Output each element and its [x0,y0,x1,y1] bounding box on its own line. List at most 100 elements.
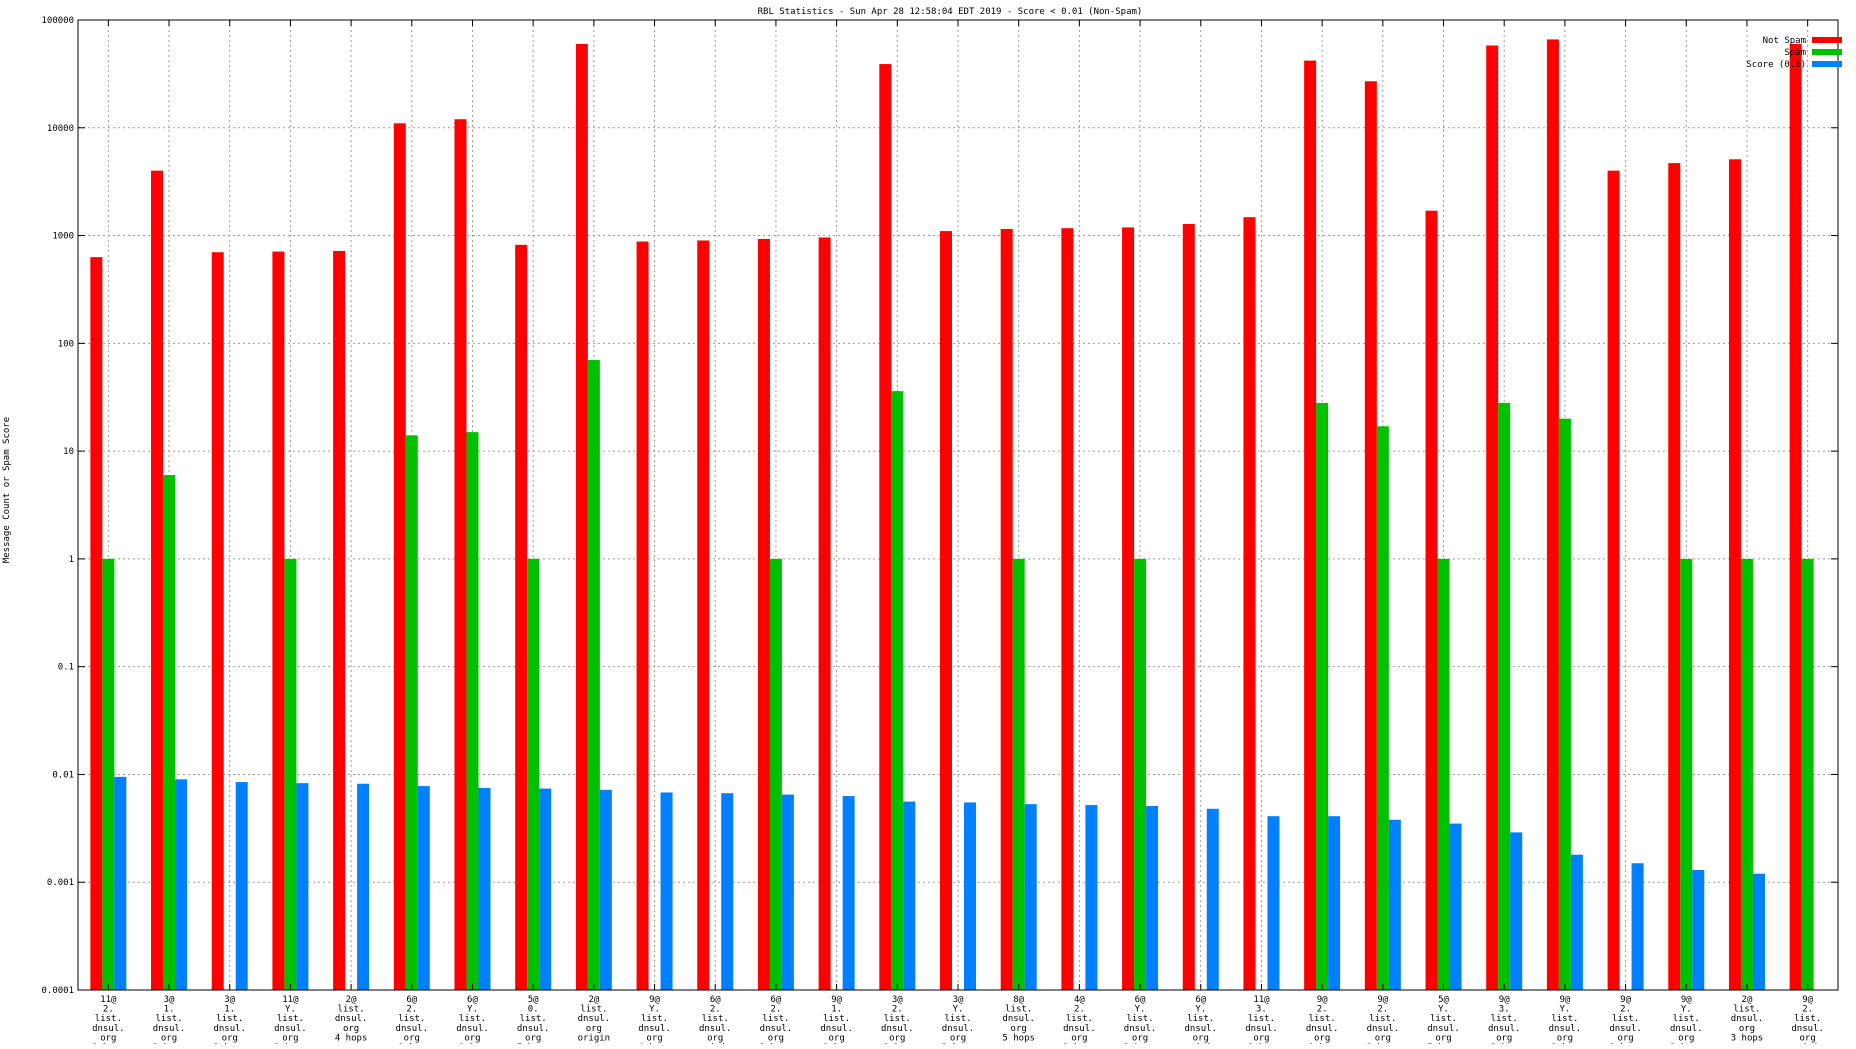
x-tick-label-line: dnsul. [335,1014,368,1024]
bar-score-0-1 [1692,869,1705,990]
bar-spam [405,435,418,990]
x-tick-label-line: 3@ [892,995,903,1005]
x-tick-label-line: list. [95,1014,122,1024]
x-tick-label: 8@ list. dnsul. org 5 hops [1002,995,1035,1043]
bar-score-0-1 [1631,863,1644,990]
plot-frame [77,19,1839,991]
bar-spam [1012,558,1025,990]
x-tick-label-line: org [1071,1033,1087,1043]
x-tick-label-line: 6@ [710,995,721,1005]
legend-swatch [1812,61,1842,67]
y-tick-label: 100 [58,339,74,349]
y-tick-label: 1 [69,555,74,565]
bar-not-spam [1061,228,1074,990]
x-tick-label-line: 1. [164,1005,175,1015]
x-tick-label-line: dnsul. [456,1024,489,1034]
x-tick-label-line: 3@ [224,995,235,1005]
x-tick-label-line: org [586,1024,602,1034]
x-tick-label-line: org [950,1033,966,1043]
x-tick-label-line: 9@ [1377,995,1388,1005]
bar-not-spam [1668,163,1681,990]
x-tick-label-line: org [464,1033,480,1043]
bar-score-0-1 [599,789,612,990]
bar-not-spam [1425,210,1438,991]
x-tick-label-line: dnsul. [881,1024,914,1034]
x-tick-label-line: org [1617,1033,1633,1043]
x-tick-label-line: dnsul. [1367,1024,1400,1034]
x-tick-label-line: org [1375,1033,1391,1043]
x-tick-label: 2@ list. dnsul. org 4 hops [335,995,368,1043]
x-tick-label-line: dnsul. [517,1024,550,1034]
x-tick-label-line: 2. [1074,1005,1085,1015]
x-tick-label-line: org [222,1033,238,1043]
bar-score-0-1 [478,787,491,990]
x-tick-label-line: dnsul. [699,1024,732,1034]
x-tick-label: 2@ list. dnsul. org origin [578,995,611,1043]
x-tick-label-line: dnsul. [1488,1024,1521,1034]
bar-score-0-1 [1752,873,1765,990]
chart-title: RBL Statistics - Sun Apr 28 12:58:04 EDT… [758,7,1143,17]
legend-swatch [1812,49,1842,55]
x-tick-label-line: 9@ [1620,995,1631,1005]
x-tick-label-line: org [404,1033,420,1043]
bar-score-0-1 [781,794,794,990]
x-tick-label-line: 2. [103,1005,114,1015]
bar-not-spam [879,64,892,990]
x-tick-label-line: list. [216,1014,243,1024]
x-tick-label-line: list. [277,1014,304,1024]
x-tick-label-line: Y. [1559,1005,1570,1015]
x-tick-label-line: dnsul. [1791,1024,1824,1034]
x-tick-label-line: list. [338,1005,365,1015]
bars [90,39,1814,991]
bar-spam [1134,558,1147,990]
bar-not-spam [1728,159,1741,990]
y-tick-label: 0.1 [58,663,74,673]
x-tick-label-line: 2. [1620,1005,1631,1015]
bar-not-spam [1000,229,1013,990]
x-tick-label-line: 3@ [164,995,175,1005]
x-tick-label-line: list. [641,1014,668,1024]
bar-score-0-1 [1570,854,1583,990]
x-tick-label-line: 2. [1802,1005,1813,1015]
y-tick-label: 0.0001 [41,986,74,996]
y-tick-label: 0.01 [52,770,74,780]
bar-score-0-1 [296,783,309,990]
x-tick-label-line: list. [1794,1014,1821,1024]
bar-score-0-1 [1510,832,1523,990]
bar-score-0-1 [660,792,673,990]
x-tick-label-line: dnsul. [213,1024,246,1034]
x-tick-label-line: 6@ [467,995,478,1005]
x-tick-label-line: Y. [1195,1005,1206,1015]
bar-score-0-1 [235,782,248,990]
x-tick-label-line: 2. [710,1005,721,1015]
y-axis-label: Message Count or Spam Score [2,417,12,563]
x-tick-label-line: list. [884,1014,911,1024]
x-tick-label-line: org [646,1033,662,1043]
bar-spam [163,475,176,990]
x-tick-label-line: org [768,1033,784,1043]
x-tick-label-line: 5@ [1438,995,1449,1005]
x-tick-label-line: 3 hops [1731,1033,1764,1043]
x-tick-label-line: 2@ [346,995,357,1005]
y-tick-label: 1000 [52,232,74,242]
x-tick-label-line: org [1678,1033,1694,1043]
bar-not-spam [1122,227,1135,990]
x-tick-label-line: 9@ [649,995,660,1005]
x-tick-label-line: dnsul. [396,1024,429,1034]
bar-not-spam [1364,81,1377,990]
bar-not-spam [1243,217,1256,990]
bar-score-0-1 [964,802,976,990]
x-tick-label-line: list. [1127,1014,1154,1024]
x-tick-label-line: org [343,1024,359,1034]
bar-score-0-1 [1024,804,1037,990]
x-tick-label-line: 6@ [771,995,782,1005]
x-tick-label-line: list. [702,1014,729,1024]
bar-score-0-1 [175,779,188,990]
x-tick-label-line: 6@ [1195,995,1206,1005]
x-tick-label-line: 9@ [1559,995,1570,1005]
x-tick-label-line: list. [1187,1014,1214,1024]
x-tick-label-line: 2. [1377,1005,1388,1015]
x-tick-label-line: dnsul. [1306,1024,1339,1034]
